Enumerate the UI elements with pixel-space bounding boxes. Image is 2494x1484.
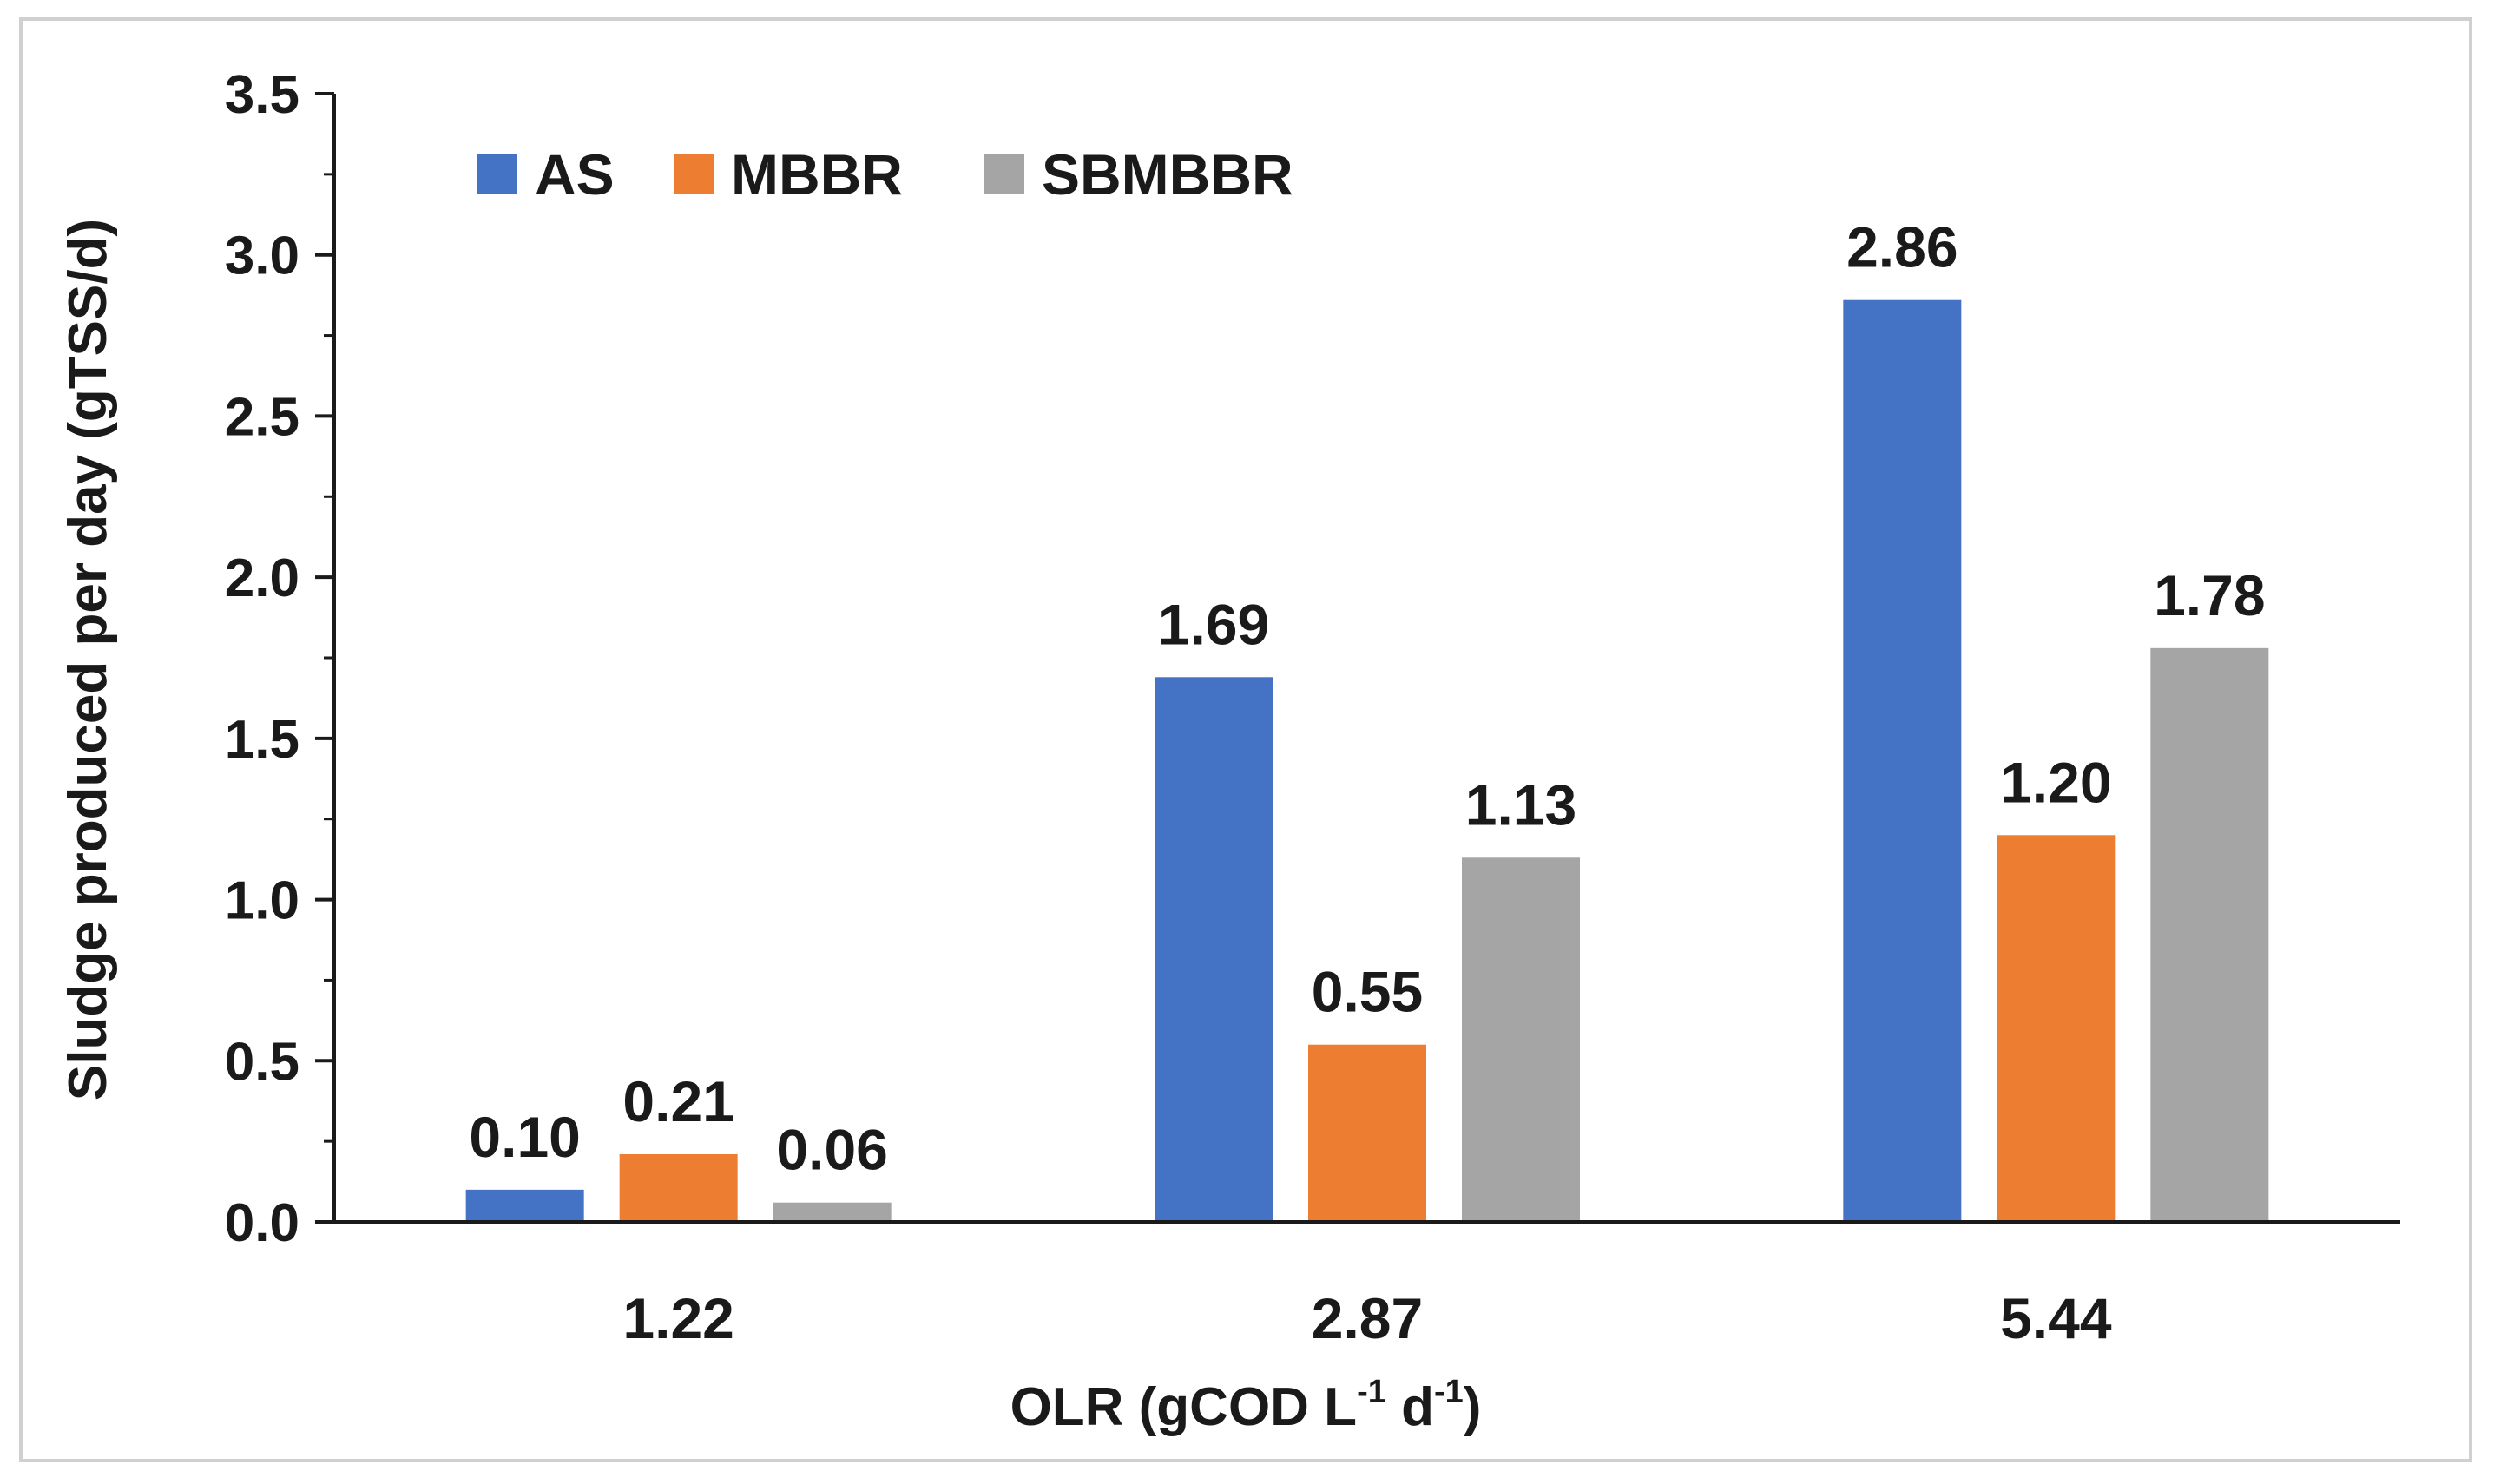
x-axis-title-main: OLR (gCOD L xyxy=(1010,1377,1358,1437)
x-axis-title-end: ) xyxy=(1464,1377,1482,1437)
x-tick-label: 2.87 xyxy=(1312,1286,1423,1350)
legend-swatch-mbbr xyxy=(674,154,714,194)
data-label-sbmbbr-0: 0.06 xyxy=(776,1118,887,1182)
legend-swatch-as xyxy=(477,154,517,194)
data-labels: 0.10 0.21 0.06 1.69 0.55 1.13 2.86 1.20 1.78 xyxy=(469,215,2265,1182)
y-tick-label: 1.5 xyxy=(225,710,299,770)
y-axis-title: Sludge produced per day (gTSS/d) xyxy=(58,219,118,1100)
data-label-sbmbbr-2: 1.78 xyxy=(2154,563,2265,627)
bars xyxy=(465,299,2269,1222)
y-tick-label: 2.5 xyxy=(225,387,299,447)
bar-mbbr-2 xyxy=(1997,835,2116,1222)
x-axis-title-sup-2: -1 xyxy=(1434,1374,1464,1410)
bar-as-0 xyxy=(465,1189,584,1222)
y-axis: 0.0 0.5 1.0 1.5 2.0 2.5 3.0 3.5 xyxy=(225,65,336,1253)
legend-label-as: AS xyxy=(535,142,615,207)
bar-mbbr-0 xyxy=(619,1154,738,1222)
y-tick-label: 1.0 xyxy=(225,871,299,931)
bar-mbbr-1 xyxy=(1308,1044,1426,1222)
data-label-mbbr-0: 0.21 xyxy=(622,1069,734,1133)
data-label-as-2: 2.86 xyxy=(1846,215,1958,279)
legend-swatch-sbmbbr xyxy=(984,154,1024,194)
data-label-as-0: 0.10 xyxy=(469,1105,580,1169)
x-axis-title-sup-1: -1 xyxy=(1357,1374,1386,1410)
legend: AS MBBR SBMBBR xyxy=(477,142,1293,207)
y-tick-label: 3.0 xyxy=(225,227,299,286)
data-label-as-1: 1.69 xyxy=(1158,592,1269,656)
data-label-mbbr-2: 1.20 xyxy=(2000,750,2111,814)
data-label-sbmbbr-1: 1.13 xyxy=(1465,772,1576,837)
bar-as-2 xyxy=(1843,299,1962,1222)
x-axis-title-mid: d xyxy=(1386,1377,1434,1437)
legend-label-sbmbbr: SBMBBR xyxy=(1042,142,1293,207)
x-tick-label: 5.44 xyxy=(2000,1286,2112,1350)
x-axis-title: OLR (gCOD L-1 d-1) xyxy=(1010,1374,1482,1437)
bar-as-1 xyxy=(1155,677,1273,1222)
bar-sbmbbr-2 xyxy=(2150,647,2269,1222)
x-axis: 1.22 2.87 5.44 xyxy=(334,1220,2400,1350)
data-label-mbbr-1: 0.55 xyxy=(1312,960,1423,1024)
legend-label-mbbr: MBBR xyxy=(731,142,903,207)
bar-sbmbbr-1 xyxy=(1462,857,1580,1222)
y-tick-label: 0.5 xyxy=(225,1032,299,1092)
y-tick-label: 0.0 xyxy=(225,1193,299,1253)
y-tick-label: 2.0 xyxy=(225,548,299,608)
x-tick-label: 1.22 xyxy=(622,1286,734,1350)
y-tick-label: 3.5 xyxy=(225,65,299,125)
bar-sbmbbr-0 xyxy=(773,1202,892,1222)
